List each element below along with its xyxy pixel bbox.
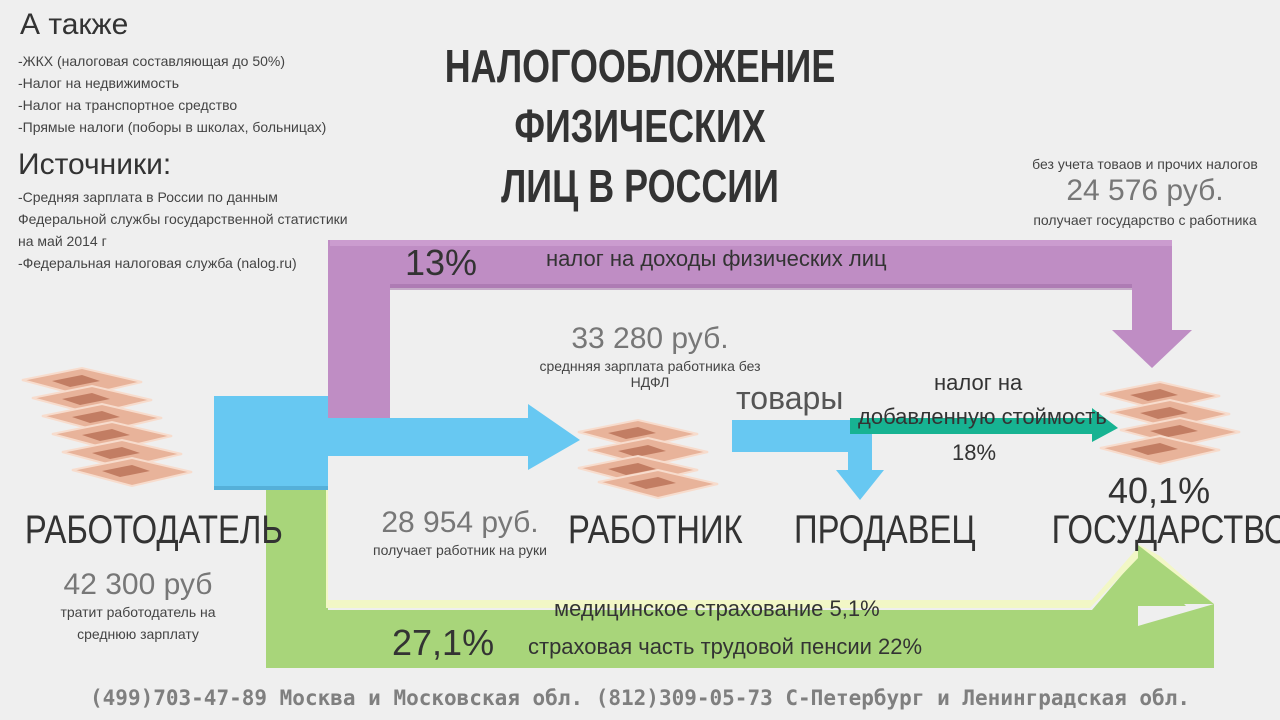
list-item: -Налог на недвижимость	[18, 75, 180, 91]
employer-cost-amount: 42 300 руб	[63, 568, 213, 601]
ndfl-label: налог на доходы физических лиц	[546, 246, 887, 271]
medical-insurance-label: медицинское страхование 5,1%	[554, 596, 880, 621]
sources-list: -Средняя зарплата в России по данным Фед…	[18, 186, 358, 274]
vat-flow-arrow	[850, 408, 1118, 442]
list-item: -Прямые налоги (поборы в школах, больниц…	[18, 119, 327, 135]
page-title: НАЛОГООБЛОЖЕНИЕ ФИЗИЧЕСКИХ ЛИЦ В РОССИИ	[398, 36, 882, 216]
insurance-percent: 27,1%	[392, 622, 495, 663]
money-stack-icon	[577, 419, 719, 499]
employer-cost-note-1: тратит работодатель на	[60, 604, 216, 620]
avg-salary-amount: 33 280 руб.	[571, 322, 729, 355]
net-pay-note: получает работник на руки	[373, 542, 547, 558]
state-income-note-bottom: получает государство с работника	[1033, 212, 1257, 228]
vat-percent: 18%	[952, 440, 997, 465]
goods-flow-arrow	[732, 420, 884, 500]
sources-title: Источники:	[18, 148, 172, 181]
title-line-2: ЛИЦ В РОССИИ	[501, 160, 779, 212]
state-income-amount: 24 576 руб.	[1066, 174, 1224, 207]
list-item: -Федеральная налоговая служба (nalog.ru)	[18, 255, 297, 271]
employer-cost-note-2: среднюю зарплату	[77, 626, 199, 642]
contact-phones: (499)703-47-89 Москва и Московская обл. …	[90, 686, 1190, 710]
title-line-1: НАЛОГООБЛОЖЕНИЕ ФИЗИЧЕСКИХ	[444, 40, 836, 152]
list-item: -ЖКХ (налоговая составляющая до 50%)	[18, 53, 286, 69]
worker-label: РАБОТНИК	[568, 508, 743, 552]
money-stack-icon	[1099, 381, 1241, 465]
state-label: ГОСУДАРСТВО	[1051, 508, 1280, 552]
avg-salary-note: среднняя зарплата работника без НДФЛ	[539, 358, 761, 390]
ndfl-flow-arrow	[328, 240, 1192, 418]
seller-label: ПРОДАВЕЦ	[794, 508, 976, 552]
ndfl-percent: 13%	[405, 242, 478, 283]
vat-line-1: налог на	[934, 370, 1023, 395]
pension-insurance-label: страховая часть трудовой пенсии 22%	[528, 634, 923, 659]
employer-label: РАБОТОДАТЕЛЬ	[24, 508, 283, 552]
list-item: -Налог на транспортное средство	[18, 97, 238, 113]
goods-label: товары	[736, 380, 844, 416]
insurance-flow-arrow	[266, 455, 1214, 668]
salary-flow-arrow	[214, 396, 580, 490]
also-title: А также	[20, 8, 129, 41]
net-pay-amount: 28 954 руб.	[381, 506, 539, 539]
state-share-percent: 40,1%	[1108, 470, 1211, 511]
money-stack-icon	[21, 367, 193, 487]
also-list: -ЖКХ (налоговая составляющая до 50%) -На…	[18, 50, 326, 138]
state-income-note-top: без учета товаов и прочих налогов	[1032, 156, 1258, 172]
list-item: -Средняя зарплата в России по данным Фед…	[18, 189, 348, 249]
vat-line-2: добавленную стоймость	[858, 404, 1107, 429]
